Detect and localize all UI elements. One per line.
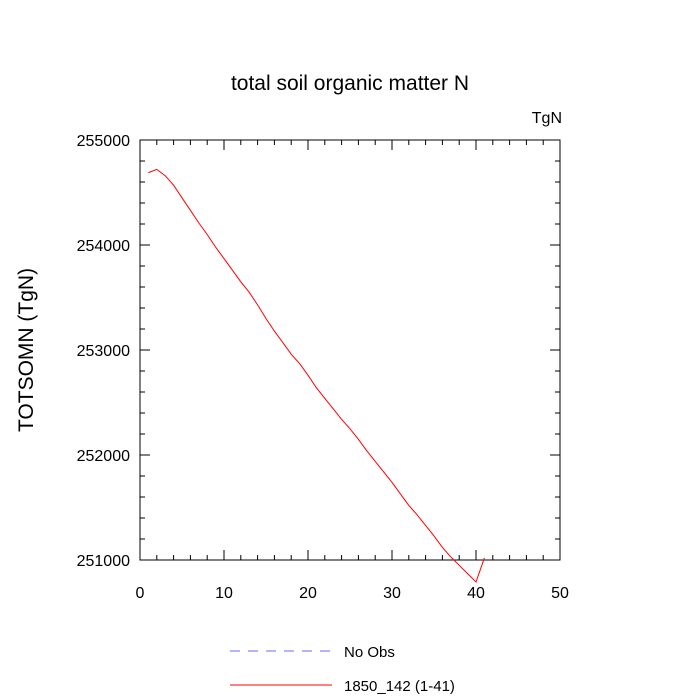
y-axis-label: TOTSOMN (TgN)	[15, 268, 38, 432]
legend-label: No Obs	[344, 644, 395, 661]
units-label: TgN	[532, 110, 562, 127]
x-tick-label: 10	[215, 585, 233, 602]
axis-ticks: 0 10 20 30 40 50 251000 252000 253000 254000 25500…	[77, 133, 569, 602]
y-tick-label: 251000	[77, 553, 130, 570]
legend-label: 1850_142 (1-41)	[344, 678, 455, 695]
y-tick-label: 253000	[77, 343, 130, 360]
legend: No Obs 1850_142 (1-41)	[230, 644, 455, 695]
plot-frame	[139, 139, 561, 561]
y-tick-label: 254000	[77, 238, 130, 255]
chart-title: total soil organic matter N	[231, 72, 469, 95]
x-tick-label: 20	[299, 585, 317, 602]
x-tick-label: 40	[467, 585, 485, 602]
y-tick-label: 252000	[77, 448, 130, 465]
series-line	[148, 168, 485, 583]
x-tick-label: 30	[383, 585, 401, 602]
x-tick-label: 0	[136, 585, 145, 602]
y-tick-label: 255000	[77, 133, 130, 150]
series-layer	[148, 168, 485, 583]
x-tick-label: 50	[551, 585, 569, 602]
